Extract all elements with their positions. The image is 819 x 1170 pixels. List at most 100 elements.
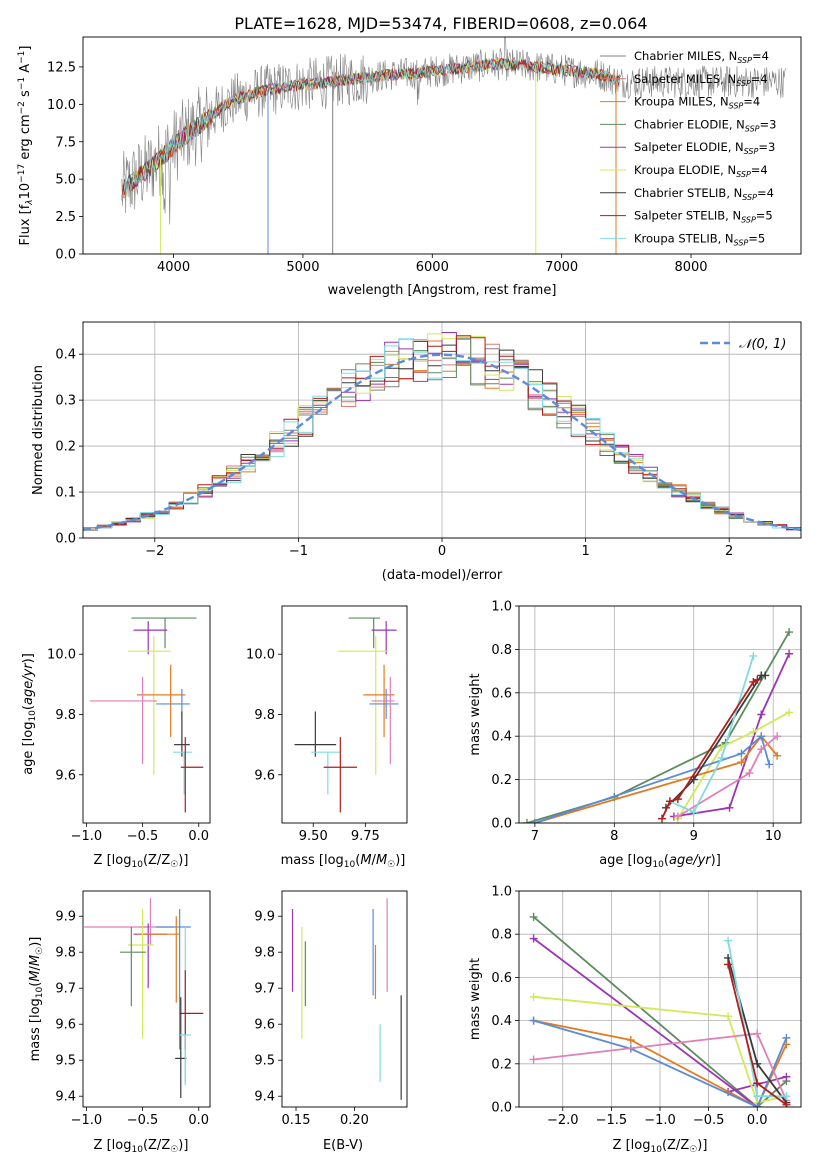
plus-marker	[753, 1059, 762, 1068]
legend-label: Salpeter ELODIE, NSSP=3	[634, 140, 775, 156]
label-part: Z [log	[94, 853, 132, 868]
y-tick-label: 2.5	[55, 210, 76, 225]
y-tick-label: 9.6	[55, 768, 76, 783]
mass-vs-ebv-panel: 0.15 0.20 9.4 9.5 9.6 9.7 9.8 9.9 E(B-V)	[254, 890, 408, 1153]
y-tick-label: 9.7	[55, 982, 76, 997]
x-tick-label: 9.50	[299, 829, 328, 844]
label-sub: 10	[650, 1145, 662, 1155]
x-tick-label: 2	[725, 544, 733, 559]
x-axis-label: Z [log10(Z/Z☉)]	[94, 1138, 189, 1155]
legend-label: Chabrier ELODIE, NSSP=3	[634, 117, 776, 133]
axes-frame	[82, 36, 802, 255]
label-sub: 10	[28, 710, 38, 722]
legend-label-sub: SSP	[736, 79, 751, 88]
plus-marker	[665, 797, 674, 806]
x-axis-label: (data-model)/error	[382, 568, 503, 583]
label-part: (	[355, 853, 360, 868]
model-spectrum-line	[121, 58, 621, 201]
y-axis-label-part: A	[18, 64, 33, 77]
label-part: age [log	[599, 853, 652, 868]
legend-label-suffix: =3	[758, 140, 775, 154]
plus-marker	[724, 1012, 733, 1021]
label-part: Z [log	[94, 1138, 132, 1153]
y-tick-label: 9.4	[55, 1090, 76, 1105]
plus-marker	[724, 936, 733, 945]
x-tick-label: 8000	[674, 260, 707, 275]
plus-marker	[737, 749, 746, 758]
label-part: /	[676, 1138, 681, 1153]
plus-marker	[785, 649, 794, 658]
y-tick-label: 0.4	[55, 348, 76, 363]
y-tick-label: 9.6	[55, 1018, 76, 1033]
errorbar-group	[294, 617, 399, 813]
plus-marker	[753, 1079, 762, 1088]
y-axis-label-part: 10	[18, 183, 33, 200]
label-part: (	[143, 1138, 148, 1153]
x-axis-label: age [log10(age/yr)]	[599, 853, 721, 870]
legend-label-suffix: =5	[756, 209, 773, 223]
y-tick-label: 0.4	[491, 1014, 512, 1029]
legend-label-text: Kroupa ELODIE, N	[634, 163, 736, 177]
label-part: /	[157, 853, 162, 868]
legend-label: Salpeter STELIB, NSSP=5	[634, 209, 773, 225]
label-part: Z	[667, 1138, 676, 1153]
y-tick-label: 10.0	[47, 98, 76, 113]
residual-histogram-step	[83, 333, 801, 531]
plus-marker	[761, 671, 770, 680]
label-part: )]	[395, 853, 405, 868]
y-tick-label: 0.2	[491, 773, 512, 788]
plus-marker	[753, 1029, 762, 1038]
axes-frame	[82, 890, 211, 1108]
x-tick-label: 4000	[157, 260, 190, 275]
label-part: Z	[680, 1138, 689, 1153]
mass-weight-line	[534, 734, 778, 823]
plus-marker	[522, 819, 531, 823]
label-part: ☉	[35, 947, 45, 955]
label-sub: 10	[652, 860, 664, 870]
label-part: age [log	[21, 722, 36, 775]
x-axis-label: E(B-V)	[323, 1138, 363, 1153]
legend-label-text: Salpeter STELIB, N	[634, 209, 741, 223]
x-tick-label: 0.15	[282, 1113, 311, 1128]
y-tick-label: 7.5	[55, 135, 76, 150]
label-part: M	[376, 853, 387, 868]
legend-label: Kroupa MILES, NSSP=4	[634, 95, 760, 111]
legend-label-sub: SSP	[737, 56, 752, 65]
label-part: (	[28, 982, 43, 987]
plus-marker	[749, 727, 758, 736]
x-tick-label: −1.0	[71, 829, 103, 844]
plus-marker	[757, 710, 766, 719]
label-part: )]	[28, 937, 43, 947]
label-part: (	[143, 853, 148, 868]
plus-marker	[773, 732, 782, 741]
x-tick-label: 0.0	[747, 1113, 768, 1128]
x-tick-label: 0.0	[188, 1113, 209, 1128]
errorbar-group	[89, 617, 204, 813]
x-tick-label: −2	[145, 544, 164, 559]
label-part: /	[157, 1138, 162, 1153]
plus-marker	[737, 758, 746, 767]
legend-label-text: Chabrier ELODIE, N	[634, 117, 745, 131]
y-tick-label: 9.9	[55, 910, 76, 925]
label-part: (	[664, 853, 669, 868]
label-part: /	[372, 853, 377, 868]
x-tick-label: −1	[289, 544, 308, 559]
label-part: mass [log	[28, 998, 43, 1061]
legend-label: Chabrier MILES, NSSP=4	[634, 49, 769, 65]
massweight-vs-metallicity-panel: −2.0 −1.5 −1.0 −0.5 0.0 0.0 0.2 0.4 0.6 0.8 1.0 mas…	[468, 885, 802, 1155]
label-part: /	[28, 965, 43, 970]
x-axis-label: mass [log10(M/M☉)]	[281, 853, 406, 870]
mass-weight-line	[534, 734, 771, 823]
mass-weight-line	[526, 631, 790, 823]
label-part: Z	[161, 853, 170, 868]
plus-marker	[757, 745, 766, 754]
legend-label-sub: SSP	[744, 147, 759, 156]
plus-marker	[753, 675, 762, 684]
plus-marker	[626, 1036, 635, 1045]
legend-label: Kroupa STELIB, NSSP=5	[634, 231, 765, 247]
x-tick-label: 6000	[416, 260, 449, 275]
mass-weight-line	[677, 711, 790, 820]
y-tick-label: 0.6	[491, 686, 512, 701]
y-axis-label-part: −1	[17, 77, 27, 90]
